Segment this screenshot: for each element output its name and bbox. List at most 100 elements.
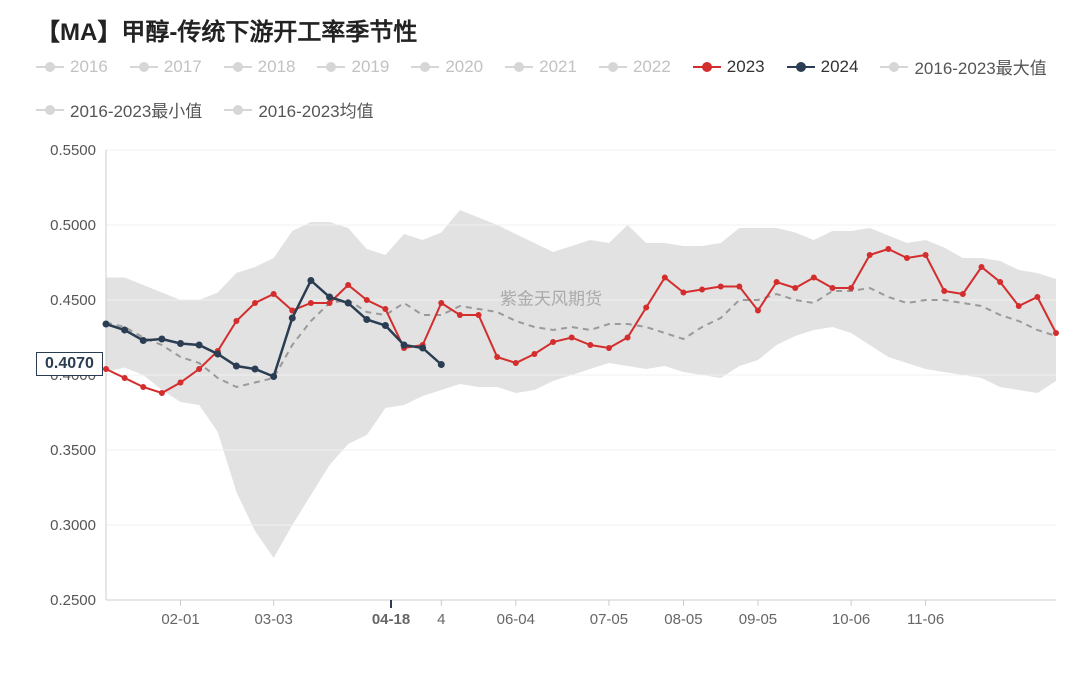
series-2023-point <box>308 300 314 306</box>
legend-label: 2022 <box>633 57 671 77</box>
legend-item[interactable]: 2017 <box>130 57 202 77</box>
y-axis-label: 0.3500 <box>50 442 96 459</box>
x-axis-label: 10-06 <box>832 611 870 628</box>
legend-label: 2016-2023均值 <box>258 97 373 122</box>
series-2023-point <box>587 342 593 348</box>
legend-swatch <box>130 60 158 74</box>
x-axis-label: 11-06 <box>907 611 944 628</box>
series-2024-point <box>121 327 128 334</box>
series-2023-point <box>848 285 854 291</box>
series-2023-point <box>755 308 761 314</box>
series-2023-point <box>792 285 798 291</box>
legend-swatch <box>787 60 815 74</box>
series-2023-point <box>960 291 966 297</box>
chart-title: 【MA】甲醇-传统下游开工率季节性 <box>36 12 417 47</box>
x-axis-label: 02-01 <box>161 611 199 628</box>
series-2023-point <box>569 335 575 341</box>
series-2023-point <box>252 300 258 306</box>
series-2023-point <box>513 360 519 366</box>
series-2023-point <box>457 312 463 318</box>
series-2024-point <box>270 373 277 380</box>
legend-item[interactable]: 2016-2023均值 <box>224 97 373 122</box>
series-2024-point <box>419 345 426 352</box>
series-2023-point <box>494 354 500 360</box>
legend-label: 2016-2023最大值 <box>914 54 1046 79</box>
legend-swatch <box>317 60 345 74</box>
y-axis-label: 0.5000 <box>50 217 96 234</box>
series-2024-point <box>214 351 221 358</box>
series-2024-point <box>401 342 408 349</box>
legend-label: 2016-2023最小值 <box>70 97 202 122</box>
series-2024-point <box>438 361 445 368</box>
x-axis-label: 03-03 <box>254 611 292 628</box>
series-2023-point <box>1016 303 1022 309</box>
series-2023-point <box>178 380 184 386</box>
series-2024-point <box>140 337 147 344</box>
legend-item[interactable]: 2020 <box>411 57 483 77</box>
series-2023-point <box>923 252 929 258</box>
series-2023-point <box>718 284 724 290</box>
legend-swatch <box>36 60 64 74</box>
legend-label: 2020 <box>445 57 483 77</box>
series-2023-point <box>606 345 612 351</box>
series-2023-point <box>643 305 649 311</box>
series-2023-point <box>941 288 947 294</box>
x-axis-label: 04-18 <box>372 611 410 628</box>
legend-item[interactable]: 2016 <box>36 57 108 77</box>
series-2024-point <box>252 366 259 373</box>
series-2023-point <box>1034 294 1040 300</box>
x-axis-label: 07-05 <box>590 611 628 628</box>
y-axis-label: 0.4500 <box>50 292 96 309</box>
x-axis-label: 4 <box>437 611 445 628</box>
legend-label: 2023 <box>727 57 765 77</box>
series-2023-point <box>1053 330 1059 336</box>
legend-swatch <box>36 103 64 117</box>
series-2023-point <box>476 312 482 318</box>
legend-label: 2021 <box>539 57 577 77</box>
series-2023-point <box>122 375 128 381</box>
legend-item[interactable]: 2018 <box>224 57 296 77</box>
series-2024-point <box>289 315 296 322</box>
series-2023-point <box>978 264 984 270</box>
legend-item[interactable]: 2019 <box>317 57 389 77</box>
series-2024-point <box>177 340 184 347</box>
series-2023-point <box>680 290 686 296</box>
series-2023-point <box>699 287 705 293</box>
legend-swatch <box>599 60 627 74</box>
series-2023-point <box>271 291 277 297</box>
x-axis-label: 09-05 <box>739 611 777 628</box>
x-axis-label: 08-05 <box>664 611 702 628</box>
legend: 2016 2017 2018 2019 2020 2021 2022 2023 2024 2016… <box>36 54 1062 122</box>
y-axis-label: 0.3000 <box>50 517 96 534</box>
legend-item[interactable]: 2021 <box>505 57 577 77</box>
series-2023-point <box>829 285 835 291</box>
legend-swatch <box>880 60 908 74</box>
series-2023-point <box>662 275 668 281</box>
series-2023-point <box>140 384 146 390</box>
x-axis-label: 06-04 <box>497 611 535 628</box>
legend-item[interactable]: 2016-2023最大值 <box>880 54 1046 79</box>
legend-label: 2017 <box>164 57 202 77</box>
legend-swatch <box>224 103 252 117</box>
series-2023-point <box>867 252 873 258</box>
series-2024-point <box>196 342 203 349</box>
series-2023-point <box>196 366 202 372</box>
chart-area: 0.4070 0.25000.30000.35000.40000.45000.5… <box>36 140 1066 650</box>
series-2023-point <box>811 275 817 281</box>
series-2024-point <box>382 322 389 329</box>
series-2024-point <box>158 336 165 343</box>
legend-label: 2019 <box>351 57 389 77</box>
legend-label: 2016 <box>70 57 108 77</box>
series-2023-point <box>103 366 109 372</box>
series-2023-point <box>327 300 333 306</box>
legend-item[interactable]: 2023 <box>693 57 765 77</box>
series-2023-point <box>438 300 444 306</box>
legend-item[interactable]: 2016-2023最小值 <box>36 97 202 122</box>
legend-item[interactable]: 2022 <box>599 57 671 77</box>
legend-item[interactable]: 2024 <box>787 57 859 77</box>
series-2024-point <box>103 321 110 328</box>
series-2023-point <box>364 297 370 303</box>
series-2023-point <box>736 284 742 290</box>
series-2023-point <box>550 339 556 345</box>
seasonality-chart: 0.25000.30000.35000.40000.45000.50000.55… <box>36 140 1066 650</box>
